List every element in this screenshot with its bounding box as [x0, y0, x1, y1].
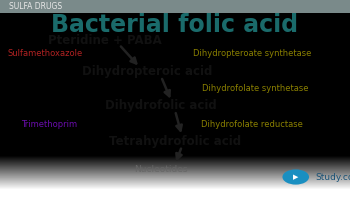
- Text: Study.com: Study.com: [315, 172, 350, 182]
- Bar: [0, 0, 350, 13]
- Text: SULFA DRUGS: SULFA DRUGS: [9, 2, 62, 11]
- Text: Sulfamethoxazole: Sulfamethoxazole: [8, 49, 83, 58]
- Text: Pteridine + PABA: Pteridine + PABA: [48, 33, 162, 46]
- Text: Bacterial folic acid: Bacterial folic acid: [51, 13, 299, 37]
- Text: Dihydrofolate reductase: Dihydrofolate reductase: [201, 120, 303, 129]
- Text: Dihydrofolate synthetase: Dihydrofolate synthetase: [202, 84, 309, 93]
- Text: Tetrahydrofolic acid: Tetrahydrofolic acid: [109, 134, 241, 148]
- Text: Dihydrofolic acid: Dihydrofolic acid: [105, 99, 217, 112]
- Text: Nucleotides: Nucleotides: [134, 164, 188, 173]
- Text: Dihydropteroate synthetase: Dihydropteroate synthetase: [193, 49, 311, 58]
- Circle shape: [282, 169, 309, 185]
- Text: ▶: ▶: [293, 174, 299, 180]
- Text: Trimethoprim: Trimethoprim: [21, 120, 77, 129]
- Text: Dihydropteroic acid: Dihydropteroic acid: [82, 66, 212, 78]
